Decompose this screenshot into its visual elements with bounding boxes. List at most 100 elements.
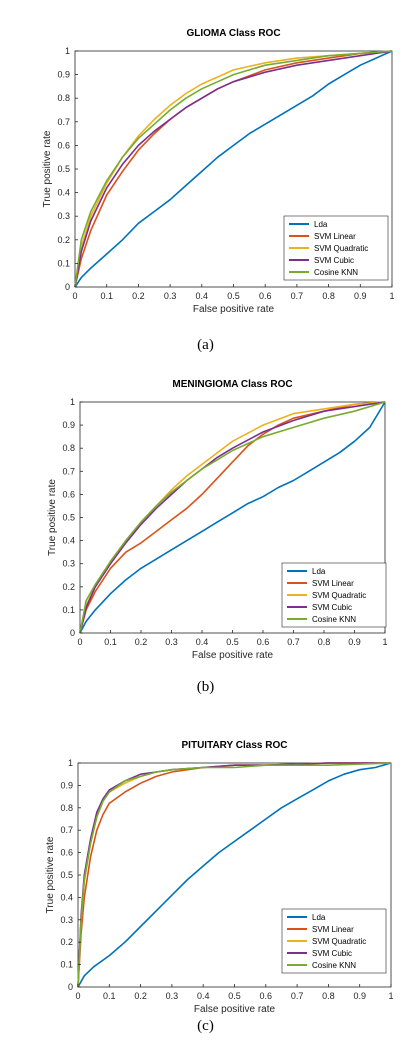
- y-tick-label: 0.2: [62, 582, 75, 592]
- x-tick-label: 0: [72, 291, 77, 301]
- x-tick-label: 0.8: [318, 637, 331, 647]
- y-tick-label: 0.3: [60, 915, 73, 925]
- y-tick-label: 0.3: [57, 211, 70, 221]
- glioma-roc-chart: 0 0.1 0.2 0.3 0.4 0.5 0.6 0.7 0.8 0.9 1 0 0.1 0.2 0.3 0…: [42, 28, 395, 315]
- y-tick-label: 0.3: [62, 559, 75, 569]
- x-tick-label: 0.9: [354, 291, 367, 301]
- legend-entry: SVM Quadratic: [312, 591, 366, 600]
- x-tick-label: 0.2: [132, 291, 145, 301]
- legend-entry: Lda: [312, 913, 326, 922]
- y-tick-label: 0.7: [62, 466, 75, 476]
- y-tick-label: 0.4: [62, 536, 75, 546]
- legend-entry: SVM Cubic: [312, 603, 352, 612]
- x-tick-label: 1: [389, 291, 394, 301]
- x-tick-label: 0.3: [166, 991, 179, 1001]
- legend-entry: SVM Linear: [312, 579, 354, 588]
- x-tick-label: 0.8: [322, 991, 335, 1001]
- series-line-svm-quadratic: [74, 50, 393, 288]
- x-tick-label: 0.6: [259, 291, 272, 301]
- caption-c: (c): [197, 1018, 214, 1034]
- y-tick-label: 0.1: [57, 258, 70, 268]
- y-tick-label: 0.8: [62, 443, 75, 453]
- y-tick-label: 0.4: [60, 892, 73, 902]
- x-tick-label: 0.7: [291, 991, 304, 1001]
- series-line-lda: [74, 50, 393, 288]
- meningioma-roc-panel: 0 0.1 0.2 0.3 0.4 0.5 0.6 0.7 0.8 0.9 1 0 0.1 0.2 0.3 0…: [0, 350, 411, 700]
- series-line-lda: [79, 401, 386, 634]
- y-tick-label: 1: [65, 46, 70, 56]
- series-line-cosine-knn: [77, 762, 392, 988]
- x-axis-label: False positive rate: [193, 304, 275, 315]
- x-tick-label: 0.4: [196, 291, 209, 301]
- legend-entry: SVM Linear: [314, 232, 356, 241]
- y-axis-label: True positive rate: [42, 130, 53, 207]
- legend-entry: Cosine KNN: [312, 615, 356, 624]
- legend-entry: SVM Cubic: [314, 256, 354, 265]
- x-axis-label: False positive rate: [194, 1004, 276, 1015]
- chart-title: MENINGIOMA Class ROC: [172, 379, 292, 390]
- caption-a: (a): [197, 337, 214, 353]
- x-tick-label: 1: [382, 637, 387, 647]
- glioma-roc-panel: 0 0.1 0.2 0.3 0.4 0.5 0.6 0.7 0.8 0.9 1 0 0.1 0.2 0.3 0…: [0, 0, 411, 353]
- pituitary-roc-panel: 0 0.1 0.2 0.3 0.4 0.5 0.6 0.7 0.8 0.9 1 0 0.1 0.2 0.3 0…: [0, 700, 411, 1050]
- y-tick-label: 0.8: [57, 93, 70, 103]
- x-tick-label: 0.7: [287, 637, 300, 647]
- y-tick-label: 0.5: [57, 164, 70, 174]
- x-tick-label: 0.5: [226, 637, 239, 647]
- legend-entry: Cosine KNN: [312, 961, 356, 970]
- x-tick-label: 0.2: [135, 637, 148, 647]
- x-tick-label: 0.9: [348, 637, 361, 647]
- y-tick-label: 0.5: [60, 870, 73, 880]
- series-line-svm-linear: [79, 401, 386, 634]
- legend-entry: SVM Linear: [312, 925, 354, 934]
- y-tick-label: 0.1: [60, 960, 73, 970]
- x-tick-label: 0.5: [227, 291, 240, 301]
- x-tick-label: 0.1: [104, 637, 117, 647]
- x-axis-label: False positive rate: [192, 650, 274, 661]
- pituitary-roc-chart: 0 0.1 0.2 0.3 0.4 0.5 0.6 0.7 0.8 0.9 1 0 0.1 0.2 0.3 0…: [45, 740, 394, 1015]
- x-tick-label: 0.1: [100, 291, 113, 301]
- x-tick-label: 0.9: [353, 991, 366, 1001]
- x-tick-label: 0.3: [165, 637, 178, 647]
- x-tick-label: 0.8: [322, 291, 335, 301]
- legend-entry: Lda: [314, 220, 328, 229]
- x-tick-label: 0.6: [260, 991, 273, 1001]
- y-tick-label: 0: [65, 282, 70, 292]
- series-line-cosine-knn: [74, 50, 393, 288]
- y-tick-label: 0.5: [62, 513, 75, 523]
- y-tick-label: 0.8: [60, 803, 73, 813]
- y-tick-label: 0.7: [57, 117, 70, 127]
- legend-entry: SVM Quadratic: [312, 937, 366, 946]
- chart-title: PITUITARY Class ROC: [182, 740, 288, 751]
- x-tick-label: 0.3: [164, 291, 177, 301]
- legend-entry: Lda: [312, 567, 326, 576]
- y-tick-label: 0.1: [62, 605, 75, 615]
- series-line-lda: [77, 762, 392, 988]
- y-tick-label: 0.4: [57, 188, 70, 198]
- series-line-svm-cubic: [74, 50, 393, 288]
- chart-title: GLIOMA Class ROC: [186, 28, 280, 39]
- y-tick-label: 0.6: [62, 489, 75, 499]
- y-tick-label: 0.9: [62, 420, 75, 430]
- x-tick-label: 0.1: [103, 991, 116, 1001]
- x-tick-label: 0.5: [228, 991, 241, 1001]
- y-tick-label: 0.9: [60, 780, 73, 790]
- y-tick-label: 0.2: [60, 937, 73, 947]
- series-line-cosine-knn: [79, 401, 386, 634]
- y-tick-label: 1: [70, 397, 75, 407]
- x-tick-label: 0.7: [291, 291, 304, 301]
- y-tick-label: 0.6: [60, 848, 73, 858]
- y-tick-label: 1: [68, 758, 73, 768]
- y-tick-label: 0.6: [57, 140, 70, 150]
- legend-entry: SVM Quadratic: [314, 244, 368, 253]
- y-axis-label: True positive rate: [45, 836, 56, 913]
- y-tick-label: 0.7: [60, 825, 73, 835]
- y-axis-label: True positive rate: [47, 479, 58, 556]
- y-tick-label: 0: [68, 982, 73, 992]
- x-tick-label: 0.4: [196, 637, 209, 647]
- y-tick-label: 0.2: [57, 235, 70, 245]
- x-tick-label: 0.6: [257, 637, 270, 647]
- caption-b: (b): [196, 679, 215, 695]
- legend-entry: SVM Cubic: [312, 949, 352, 958]
- x-tick-label: 0: [77, 637, 82, 647]
